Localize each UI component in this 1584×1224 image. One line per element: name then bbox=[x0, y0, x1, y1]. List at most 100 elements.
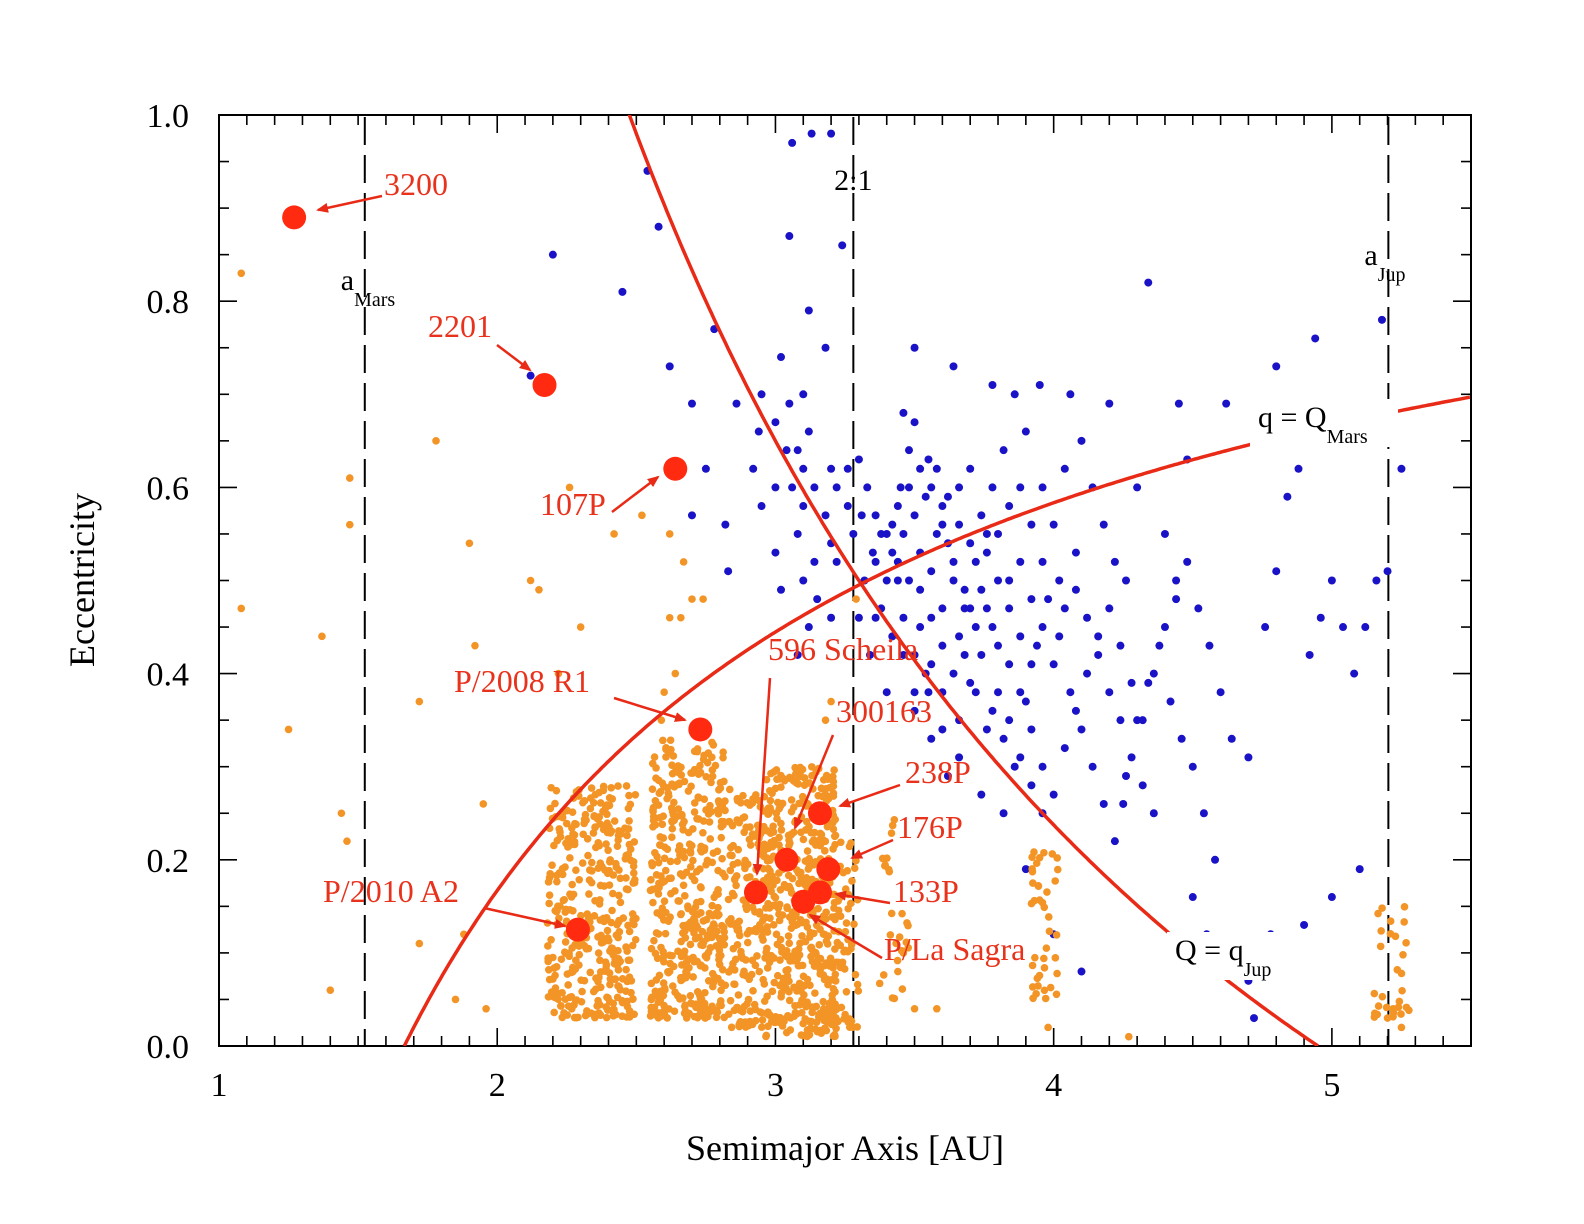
main-belt-point bbox=[796, 764, 805, 772]
main-belt-point bbox=[628, 941, 637, 950]
main-belt-point bbox=[575, 950, 584, 959]
main-belt-point bbox=[785, 841, 793, 850]
main-belt-point bbox=[758, 1016, 767, 1024]
main-belt-point bbox=[704, 976, 713, 985]
jfc-point bbox=[827, 613, 836, 622]
jfc-point bbox=[1044, 595, 1053, 604]
main-belt-point bbox=[284, 725, 293, 734]
main-belt-point bbox=[674, 768, 683, 777]
main-belt-point bbox=[708, 1002, 716, 1011]
jfc-point bbox=[777, 585, 786, 594]
jfc-point bbox=[1077, 436, 1086, 445]
main-belt-point bbox=[652, 764, 660, 772]
main-belt-point bbox=[584, 914, 593, 922]
jfc-point bbox=[1005, 502, 1014, 511]
main-belt-point bbox=[677, 613, 685, 622]
main-belt-point bbox=[822, 908, 830, 917]
y-tick-label: 0.4 bbox=[147, 657, 190, 694]
main-belt-point bbox=[592, 974, 600, 983]
main-belt-point bbox=[776, 935, 785, 944]
main-belt-point bbox=[1051, 877, 1060, 885]
jfc-point bbox=[1016, 688, 1025, 697]
main-belt-point bbox=[663, 794, 671, 803]
jfc-point bbox=[899, 529, 908, 538]
active-object-arrow bbox=[808, 913, 883, 960]
main-belt-point bbox=[615, 916, 623, 925]
jfc-point bbox=[1199, 809, 1208, 818]
main-belt-point bbox=[596, 968, 605, 976]
main-belt-point bbox=[1397, 1023, 1406, 1032]
main-belt-point bbox=[773, 876, 781, 885]
main-belt-point bbox=[654, 776, 663, 785]
main-belt-point bbox=[801, 1015, 809, 1023]
main-belt-point bbox=[608, 906, 616, 915]
main-belt-point bbox=[569, 830, 577, 838]
main-belt-point bbox=[568, 808, 577, 816]
main-belt-point bbox=[815, 941, 824, 949]
jfc-point bbox=[924, 455, 933, 464]
jfc-point bbox=[949, 362, 958, 371]
main-belt-point bbox=[794, 945, 803, 953]
jfc-point bbox=[788, 138, 797, 147]
active-object-label: 133P bbox=[893, 873, 959, 909]
main-belt-point bbox=[649, 822, 657, 831]
main-belt-point bbox=[656, 987, 664, 996]
main-belt-point bbox=[594, 996, 602, 1005]
jfc-point bbox=[1060, 464, 1069, 473]
main-belt-point bbox=[606, 975, 615, 983]
main-belt-point bbox=[933, 1004, 941, 1013]
main-belt-point bbox=[692, 867, 701, 876]
main-belt-point bbox=[1031, 953, 1039, 962]
main-belt-point bbox=[652, 976, 661, 984]
main-belt-point bbox=[647, 944, 656, 953]
main-belt-point bbox=[830, 766, 838, 774]
main-belt-point bbox=[1041, 994, 1050, 1003]
main-belt-point bbox=[665, 613, 674, 622]
jfc-point bbox=[924, 688, 933, 697]
main-belt-point bbox=[659, 916, 668, 924]
main-belt-point bbox=[681, 961, 690, 970]
jfc-point bbox=[1110, 837, 1119, 846]
active-object-arrow bbox=[793, 734, 835, 830]
jfc-point bbox=[854, 455, 863, 464]
x-tick-label: 3 bbox=[767, 1067, 784, 1104]
main-belt-point bbox=[678, 975, 687, 983]
jfc-point bbox=[788, 483, 797, 492]
jfc-point bbox=[938, 604, 947, 613]
main-belt-point bbox=[589, 798, 598, 807]
main-belt-point bbox=[757, 925, 766, 934]
main-belt-point bbox=[730, 980, 738, 988]
main-belt-point bbox=[790, 1012, 799, 1020]
main-belt-point bbox=[837, 1003, 846, 1012]
jfc-point bbox=[1222, 399, 1231, 408]
main-belt-point bbox=[822, 784, 830, 793]
main-belt-point bbox=[842, 919, 851, 927]
main-belt-point bbox=[742, 1021, 751, 1030]
main-belt-point bbox=[656, 996, 665, 1004]
main-belt-point bbox=[688, 872, 696, 881]
main-belt-point bbox=[773, 814, 781, 823]
main-belt-point bbox=[726, 866, 735, 875]
jfc-point bbox=[1188, 762, 1197, 771]
main-belt-point bbox=[591, 985, 600, 994]
main-belt-point bbox=[713, 847, 722, 856]
main-belt-point bbox=[903, 919, 911, 927]
main-belt-point bbox=[693, 747, 702, 756]
main-belt-point bbox=[1395, 997, 1404, 1006]
main-belt-point bbox=[1053, 854, 1062, 862]
jfc-point bbox=[916, 623, 925, 632]
jfc-point bbox=[1021, 427, 1030, 436]
main-belt-point bbox=[558, 864, 567, 873]
main-belt-point bbox=[652, 929, 661, 937]
main-belt-point bbox=[552, 907, 561, 916]
main-belt-point bbox=[607, 944, 616, 952]
main-belt-point bbox=[770, 836, 778, 845]
main-belt-point bbox=[561, 995, 570, 1003]
active-object-marker bbox=[688, 717, 713, 742]
active-object-arrow bbox=[838, 783, 901, 808]
main-belt-point bbox=[578, 859, 587, 867]
jfc-point bbox=[871, 613, 880, 622]
main-belt-point bbox=[762, 948, 771, 957]
jfc-point bbox=[966, 604, 975, 613]
jfc-point bbox=[938, 725, 947, 734]
